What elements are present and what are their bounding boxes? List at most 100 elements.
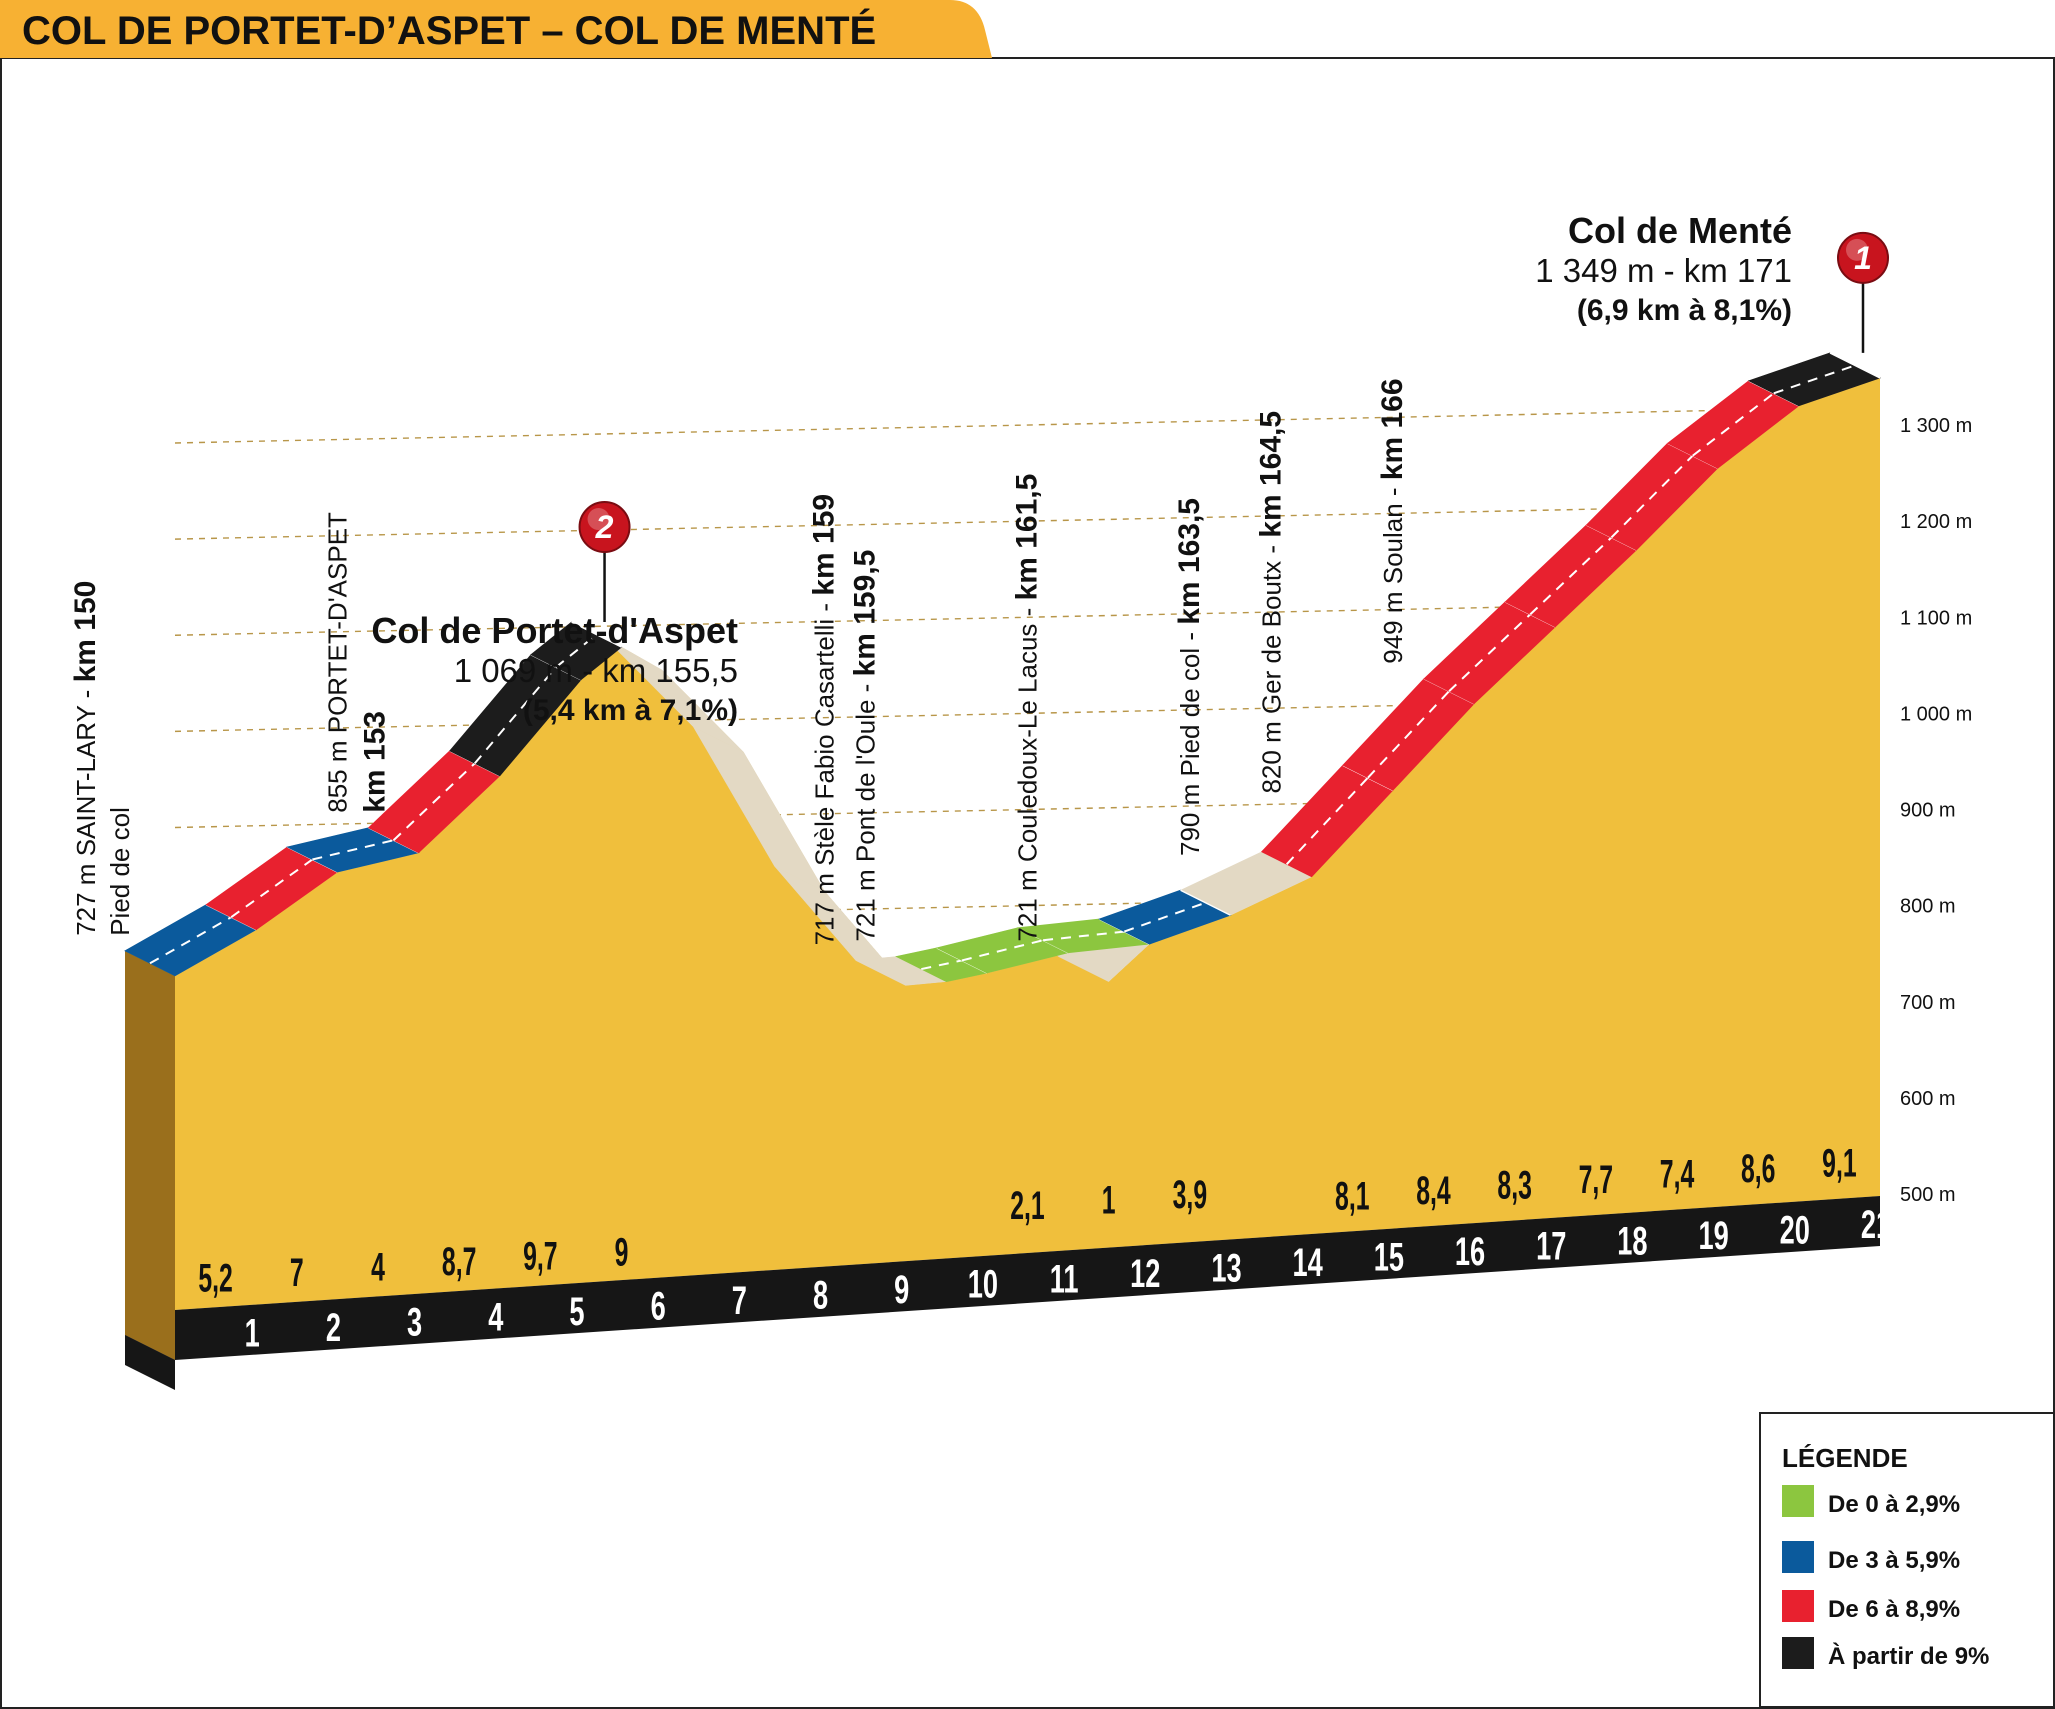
pass-marker: 1 [1837,231,1889,353]
gradient-label: 8,1 [1335,1174,1369,1218]
waypoint-main: 790 m Pied de col - [1175,625,1205,856]
gradient-label: 8,3 [1497,1164,1531,1208]
pass-annotation-portet: Col de Portet-d'Aspet 1 069 m - km 155,5… [371,610,738,727]
legend-label: De 3 à 5,9% [1828,1547,1960,1574]
y-tick-label: 800 m [1900,896,1956,918]
terrain-side-face [125,950,175,1360]
road-layer [124,352,1882,986]
y-tick-label: 1 300 m [1900,415,1972,437]
gradient-label: 9 [615,1231,629,1275]
waypoint-label: 949 m Soulan - km 166 [1376,378,1409,663]
y-tick-label: 1 200 m [1900,511,1972,533]
segment-boundary [1829,352,1881,379]
road-centerline [555,633,598,669]
waypoint-sub: km 153 [359,711,392,813]
legend-swatch-red [1782,1590,1814,1622]
km-number: 6 [651,1284,666,1328]
km-number: 14 [1293,1241,1323,1285]
legend-swatch-black [1782,1637,1814,1669]
road-centerline [1285,777,1369,865]
km-number: 16 [1455,1230,1485,1274]
km-number: 13 [1211,1246,1241,1290]
elevation-gridline [174,502,1881,540]
terrain-front-face [175,377,1880,1310]
road-centerline [392,762,476,841]
waypoint-label: 727 m SAINT-LARY - km 150 Pied de col [69,581,135,936]
waypoint-text: 820 m Ger de Boutx - km 164,5 [1254,411,1287,794]
waypoint-main: 727 m SAINT-LARY - [71,682,101,935]
km-number: 15 [1374,1235,1404,1279]
km-strip [175,1196,1880,1360]
gradient-label: 3,9 [1173,1173,1207,1217]
km-number: 9 [894,1268,909,1312]
pass-marker-shine [587,508,610,531]
waypoint-text: 949 m Soulan - km 166 [1376,378,1409,663]
gradient-label: 2,1 [1010,1184,1044,1228]
waypoint-km: km 163,5 [1173,498,1206,625]
road-centerline [149,916,232,965]
road-centerline [961,939,1044,962]
waypoint-km: km 159 [808,494,841,596]
gradient-label: 8,4 [1416,1169,1451,1213]
pass-gradient: (5,4 km à 7,1%) [523,694,738,727]
waypoint-km: km 150 [69,581,102,683]
pass-category: 2 [595,509,614,545]
pass-name: Col de Portet-d'Aspet [371,610,738,651]
km-number: 5 [569,1290,584,1334]
km-number: 18 [1617,1219,1647,1263]
y-tick-label: 900 m [1900,800,1956,822]
legend-label: De 6 à 8,9% [1828,1596,1960,1623]
road-centerline [473,666,557,765]
gradient-label: 7,7 [1579,1158,1613,1202]
waypoint-main: 949 m Soulan - [1378,480,1408,664]
gradient-label: 9,1 [1822,1142,1856,1186]
km-number: 10 [968,1263,998,1307]
elevation-gridline [174,406,1881,444]
pass-category: 1 [1854,240,1872,276]
waypoint-text: 855 m PORTET-D'ASPET [323,512,353,813]
pass-gradient: (6,9 km à 8,1%) [1577,294,1792,327]
legend: LÉGENDE De 0 à 2,9% De 3 à 5,9% De 6 à 8… [1759,1412,2055,1708]
waypoint-main: 721 m Couledoux-Le Lacus - [1013,600,1043,941]
legend-label: À partir de 9% [1828,1642,1989,1670]
waypoint-km: km 166 [1376,378,1409,480]
y-tick-label: 1 100 m [1900,607,1972,629]
km-number: 7 [732,1279,747,1323]
waypoint-main: 855 m PORTET-D'ASPET [323,512,353,813]
waypoint-km: km 164,5 [1254,411,1287,538]
waypoint-label: 721 m Couledoux-Le Lacus - km 161,5 [1011,474,1044,942]
y-tick-label: 700 m [1900,992,1956,1014]
pass-name: Col de Menté [1568,210,1792,251]
gradient-label: 1 [1102,1179,1116,1223]
pass-marker: 2 [578,501,631,623]
km-number: 12 [1130,1252,1160,1296]
waypoint-sub: Pied de col [105,807,135,936]
waypoint-label: 721 m Pont de l'Oule - km 159,5 [848,550,881,942]
waypoint-label: 790 m Pied de col - km 163,5 [1173,498,1206,856]
y-tick-label: 500 m [1900,1184,1956,1206]
waypoint-km: km 161,5 [1011,474,1044,601]
waypoint-text: 721 m Couledoux-Le Lacus - km 161,5 [1011,474,1044,942]
road-centerline [1529,536,1613,616]
legend-swatch-blue [1782,1541,1814,1573]
segment-boundary [1180,889,1231,916]
gradient-label: 7,4 [1660,1153,1695,1197]
km-number: 8 [813,1273,828,1317]
gradient-label: 9,7 [523,1235,557,1279]
waypoint-label: 855 m PORTET-D'ASPET km 153 [323,512,392,813]
km-number: 3 [407,1301,422,1345]
segment-boundary [571,621,622,648]
pass-marker-shine [1846,238,1868,261]
gradient-label: 8,7 [442,1240,476,1284]
legend-swatch-green [1782,1485,1814,1517]
road-centerline [1448,613,1531,692]
waypoint-main: 820 m Ger de Boutx - [1256,538,1286,794]
pass-annotation-mente: Col de Menté 1 349 m - km 171 (6,9 km à … [1535,210,1792,327]
km-number: 21 [1861,1203,1891,1247]
gradient-label: 8,6 [1741,1147,1775,1191]
road-centerline [1610,455,1694,539]
road-centerline [312,839,394,861]
y-tick-label: 600 m [1900,1088,1956,1110]
km-strip-side [125,1335,175,1390]
road-centerline [1367,690,1450,779]
